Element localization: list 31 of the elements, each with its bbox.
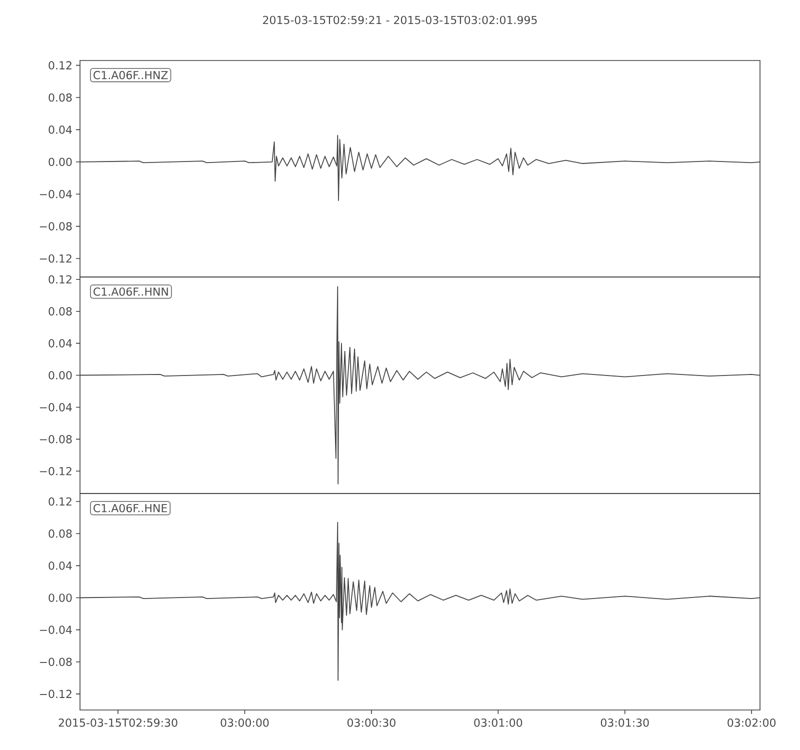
y-tick-label: −0.04 [40,403,72,412]
y-tick-label: 0.04 [48,126,72,134]
y-tick-label: −0.08 [40,435,72,444]
y-tick-label: −0.12 [40,690,72,698]
y-tick-label: 0.08 [48,307,72,316]
y-tick-label: 0.00 [48,371,72,380]
y-tick-label: 0.00 [48,594,72,602]
y-tick-label: −0.12 [40,466,72,476]
x-tick-label: 03:01:30 [600,718,649,727]
y-tick-label: 0.12 [48,61,72,70]
y-tick-label: 0.12 [48,497,72,506]
y-tick-label: 0.08 [48,529,72,538]
y-tick-label: −0.08 [40,222,72,230]
y-tick-label: 0.00 [48,158,72,166]
y-tick-label: 0.08 [48,93,72,102]
y-tick-label: 0.04 [48,339,72,348]
x-tick-label: 03:00:30 [347,718,396,727]
y-tick-label: 0.04 [48,562,72,570]
annotation: C1.A06F..HNE [94,504,167,512]
annotation: C1.A06F..HNN [94,287,168,296]
y-tick-label: −0.04 [40,626,72,634]
chart-title: 2015-03-15T02:59:21 - 2015-03-15T03:02:01.995 [263,16,537,24]
x-tick-label: 03:00:00 [220,718,269,727]
y-tick-label: 0.12 [48,275,72,284]
y-tick-label: −0.12 [40,254,72,263]
x-tick-label: 2015-03-15T02:59:30 [58,718,178,727]
annotation: C1.A06F..HNZ [94,70,168,80]
x-tick-label: 03:01:00 [474,718,522,727]
x-tick-label: 03:02:00 [728,718,776,727]
y-tick-label: −0.04 [40,190,72,198]
y-tick-label: −0.08 [40,658,72,666]
